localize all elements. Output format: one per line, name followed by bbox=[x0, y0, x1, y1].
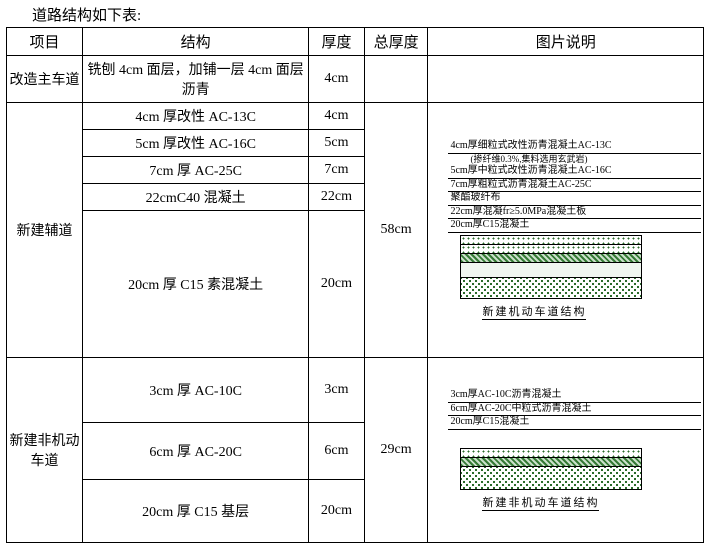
cell-thickness: 5cm bbox=[309, 130, 365, 157]
diagram-1: 4cm厚细粒式改性沥青混凝土AC-13C (掺纤维0.3%,集料选用玄武岩) 5… bbox=[430, 140, 701, 319]
diagram-line: 7cm厚粗粒式沥青混凝土AC-25C bbox=[448, 179, 701, 193]
cell-image: 3cm厚AC-10C沥青混凝土 6cm厚AC-20C中粒式沥青混凝土 20cm厚… bbox=[428, 358, 704, 543]
cell-structure: 6cm 厚 AC-20C bbox=[83, 423, 309, 480]
diagram-line: 5cm厚中粒式改性沥青混凝土AC-16C bbox=[448, 165, 701, 179]
cell-thickness: 20cm bbox=[309, 480, 365, 543]
cell-thickness: 3cm bbox=[309, 358, 365, 423]
table-row: 改造主车道 铣刨 4cm 面层，加铺一层 4cm 面层沥青 4cm bbox=[7, 56, 704, 103]
diagram-2: 3cm厚AC-10C沥青混凝土 6cm厚AC-20C中粒式沥青混凝土 20cm厚… bbox=[430, 389, 701, 511]
diagram-line: 聚酯玻纤布 bbox=[448, 192, 701, 206]
cell-thickness: 7cm bbox=[309, 157, 365, 184]
cell-structure: 4cm 厚改性 AC-13C bbox=[83, 103, 309, 130]
cell-thickness: 4cm bbox=[309, 56, 365, 103]
diagram-caption: 新建非机动车道结构 bbox=[482, 494, 599, 511]
cell-project: 改造主车道 bbox=[7, 56, 83, 103]
diagram-line: (掺纤维0.3%,集料选用玄武岩) bbox=[468, 154, 701, 165]
cell-structure: 铣刨 4cm 面层，加铺一层 4cm 面层沥青 bbox=[83, 56, 309, 103]
hdr-project: 项目 bbox=[7, 28, 83, 56]
cell-structure: 5cm 厚改性 AC-16C bbox=[83, 130, 309, 157]
table-row: 新建辅道 4cm 厚改性 AC-13C 4cm 58cm 4cm厚细粒式改性沥青… bbox=[7, 103, 704, 130]
cell-structure: 20cm 厚 C15 基层 bbox=[83, 480, 309, 543]
diagram-line: 3cm厚AC-10C沥青混凝土 bbox=[448, 389, 701, 403]
cell-total: 58cm bbox=[364, 103, 428, 358]
layer-stack-icon bbox=[460, 448, 642, 490]
diagram-line: 22cm厚混凝fr≥5.0MPa混凝土板 bbox=[448, 206, 701, 220]
cell-thickness: 4cm bbox=[309, 103, 365, 130]
cell-structure: 7cm 厚 AC-25C bbox=[83, 157, 309, 184]
road-structure-table: 项目 结构 厚度 总厚度 图片说明 改造主车道 铣刨 4cm 面层，加铺一层 4… bbox=[6, 27, 704, 543]
hdr-thickness: 厚度 bbox=[309, 28, 365, 56]
diagram-line: 20cm厚C15混凝土 bbox=[448, 219, 701, 233]
cell-thickness: 6cm bbox=[309, 423, 365, 480]
diagram-line: 4cm厚细粒式改性沥青混凝土AC-13C bbox=[448, 140, 701, 154]
hdr-image: 图片说明 bbox=[428, 28, 704, 56]
cell-total bbox=[364, 56, 428, 103]
table-title: 道路结构如下表: bbox=[32, 4, 708, 25]
diagram-line: 20cm厚C15混凝土 bbox=[448, 416, 701, 430]
cell-structure: 20cm 厚 C15 素混凝土 bbox=[83, 211, 309, 358]
cell-thickness: 20cm bbox=[309, 211, 365, 358]
diagram-caption: 新建机动车道结构 bbox=[482, 303, 586, 320]
cell-thickness: 22cm bbox=[309, 184, 365, 211]
cell-total: 29cm bbox=[364, 358, 428, 543]
diagram-line: 6cm厚AC-20C中粒式沥青混凝土 bbox=[448, 403, 701, 417]
header-row: 项目 结构 厚度 总厚度 图片说明 bbox=[7, 28, 704, 56]
cell-image: 4cm厚细粒式改性沥青混凝土AC-13C (掺纤维0.3%,集料选用玄武岩) 5… bbox=[428, 103, 704, 358]
cell-image bbox=[428, 56, 704, 103]
cell-structure: 3cm 厚 AC-10C bbox=[83, 358, 309, 423]
hdr-total: 总厚度 bbox=[364, 28, 428, 56]
cell-project: 新建非机动车道 bbox=[7, 358, 83, 543]
cell-structure: 22cmC40 混凝土 bbox=[83, 184, 309, 211]
hdr-structure: 结构 bbox=[83, 28, 309, 56]
layer-stack-icon bbox=[460, 235, 642, 299]
cell-project: 新建辅道 bbox=[7, 103, 83, 358]
table-row: 新建非机动车道 3cm 厚 AC-10C 3cm 29cm 3cm厚AC-10C… bbox=[7, 358, 704, 423]
